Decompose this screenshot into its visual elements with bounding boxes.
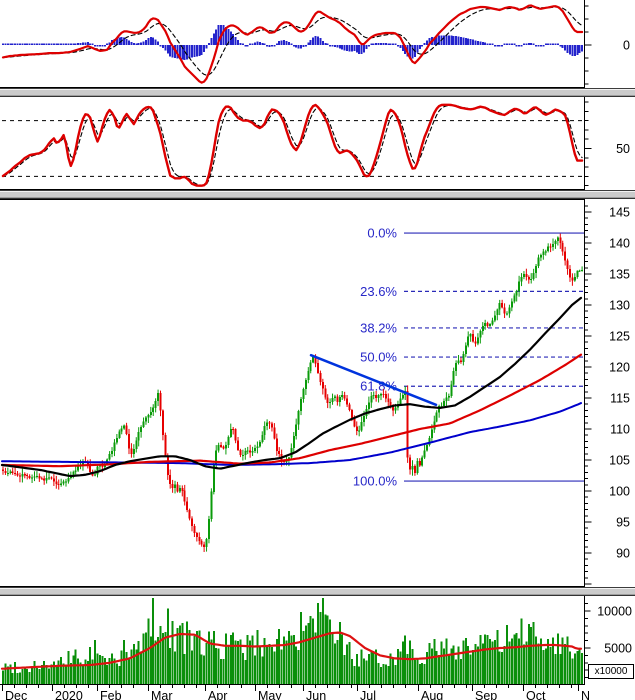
price-axis-label-125: 125 xyxy=(609,330,630,344)
price-axis-label-110: 110 xyxy=(610,423,630,437)
ma-long-line xyxy=(1,402,582,466)
macd-line xyxy=(1,4,584,84)
stochastic-line xyxy=(1,103,584,187)
ma-short-line xyxy=(0,296,583,478)
stochastic-levels xyxy=(2,120,584,177)
macd-axis: 0 xyxy=(584,5,630,85)
month-label-Feb: Feb xyxy=(100,689,122,700)
ma-long xyxy=(1,402,582,466)
fib-label-61.8%: 61.8% xyxy=(360,379,397,394)
price-axis-label-140: 140 xyxy=(609,237,630,251)
volume-axis-label-10000: 10000 xyxy=(597,605,632,619)
price-axis-label-130: 130 xyxy=(609,299,630,313)
month-label-Jul: Jul xyxy=(360,689,376,700)
price-axis-label-120: 120 xyxy=(609,361,630,375)
price-axis-label-95: 95 xyxy=(616,516,630,530)
price-axis-label-105: 105 xyxy=(609,454,630,468)
fibonacci-levels: 0.0% 23.6% 38.2% 50.0% 61.8% 100.0% xyxy=(353,226,584,489)
month-label-Aug: Aug xyxy=(421,689,443,700)
month-label-Jun: Jun xyxy=(306,689,326,700)
volume-ma-line xyxy=(0,631,583,670)
stochastic-panel: 50 xyxy=(0,97,630,190)
price-axis-label-115: 115 xyxy=(610,392,630,406)
ma-short xyxy=(0,296,583,478)
time-axis: Dec 2020 Feb Mar Apr May Jun Jul Aug Sep Oct N xyxy=(2,685,590,700)
fib-label-0.0%: 0.0% xyxy=(367,226,397,241)
month-label-May: May xyxy=(258,689,282,700)
stoch-axis: 50 xyxy=(584,101,630,187)
volume-ma xyxy=(0,631,583,670)
macd-signal-line xyxy=(2,6,583,76)
month-label-Apr: Apr xyxy=(208,689,227,700)
fib-label-100.0%: 100.0% xyxy=(353,474,398,489)
price-axis: 90 95 100 105 110 115 120 125 130 135 140 145 xyxy=(584,205,630,585)
month-label-N: N xyxy=(581,689,590,700)
month-label-Oct: Oct xyxy=(526,689,546,700)
price-axis-label-135: 135 xyxy=(609,268,630,282)
ma-mid xyxy=(0,353,583,468)
stoch-mid-label: 50 xyxy=(616,142,630,156)
fib-label-23.6%: 23.6% xyxy=(360,284,397,299)
fib-label-50.0%: 50.0% xyxy=(360,350,397,365)
volume-panel: 5000 10000 xyxy=(0,596,632,685)
volume-bars xyxy=(2,598,584,684)
volume-axis: 5000 10000 xyxy=(584,603,632,679)
volume-axis-label-5000: 5000 xyxy=(604,642,632,656)
macd-histogram xyxy=(2,24,584,61)
price-axis-label-145: 145 xyxy=(609,206,630,220)
panel-splitter-2[interactable] xyxy=(0,190,635,199)
trendline xyxy=(309,353,438,407)
panel-border xyxy=(0,199,585,587)
panel-splitter-3[interactable] xyxy=(0,587,635,596)
price-axis-label-100: 100 xyxy=(609,485,630,499)
volume-unit-label: x10000 xyxy=(588,664,634,679)
macd-panel: 0 xyxy=(0,0,630,88)
month-label-Dec: Dec xyxy=(5,689,27,700)
panel-splitter-1[interactable] xyxy=(0,88,635,97)
time-axis-ticks: Dec 2020 Feb Mar Apr May Jun Jul Aug Sep Oct N xyxy=(2,685,590,700)
ma-mid-line xyxy=(0,353,583,468)
fib-label-38.2%: 38.2% xyxy=(360,320,397,335)
candles-layer xyxy=(2,233,584,552)
macd-main xyxy=(1,4,584,84)
stoch-main xyxy=(1,103,584,187)
month-label-2020: 2020 xyxy=(55,689,83,700)
price-panel: 0.0% 23.6% 38.2% 50.0% 61.8% 100.0% 90 95 100 105… xyxy=(0,199,630,587)
price-axis-label-90: 90 xyxy=(616,547,630,561)
month-label-Sep: Sep xyxy=(475,689,497,700)
macd-zero-label: 0 xyxy=(623,39,630,53)
macd-signal xyxy=(2,6,583,76)
month-label-Mar: Mar xyxy=(151,689,173,700)
panel-border xyxy=(0,97,585,190)
panel-border xyxy=(0,0,585,88)
